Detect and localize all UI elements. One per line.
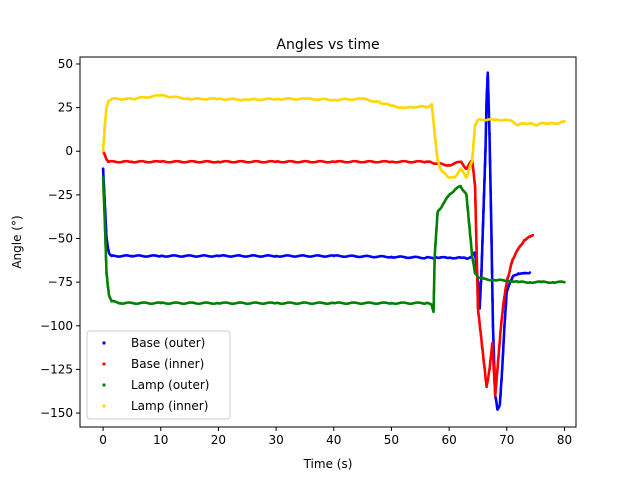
chart-title: Angles vs time <box>276 37 379 53</box>
series-lamp-outer <box>101 176 566 314</box>
x-tick-label: 10 <box>153 433 168 447</box>
legend-box <box>86 330 231 420</box>
x-tick-label: 50 <box>384 433 399 447</box>
x-axis-label: Time (s) <box>303 457 353 471</box>
y-tick-label: −75 <box>48 275 73 289</box>
legend: Base (outer) Base (inner) Lamp (outer) Lamp… <box>86 330 231 420</box>
x-tick-label: 80 <box>557 433 572 447</box>
y-tick-label: 0 <box>65 144 73 158</box>
legend-label: Lamp (inner) <box>131 399 208 413</box>
plot-area <box>79 56 577 428</box>
y-tick-label: 50 <box>58 57 73 71</box>
data-point <box>528 271 532 274</box>
x-tick-label: 60 <box>441 433 456 447</box>
x-tick-label: 30 <box>268 433 283 447</box>
y-tick-label: 25 <box>58 101 73 115</box>
legend-marker <box>102 362 106 366</box>
data-point <box>563 280 566 284</box>
x-tick-label: 0 <box>99 433 107 447</box>
legend-marker <box>102 341 106 345</box>
x-tick-label: 20 <box>211 433 226 447</box>
y-tick-label: −50 <box>48 232 73 246</box>
y-tick-label: −25 <box>48 188 73 202</box>
y-tick-label: −150 <box>40 406 73 420</box>
legend-marker <box>102 404 106 408</box>
series-layer <box>101 71 566 411</box>
legend-label: Base (outer) <box>131 336 205 350</box>
x-tick-label: 70 <box>499 433 514 447</box>
y-tick-label: −100 <box>40 319 73 333</box>
axes-frame <box>79 56 577 428</box>
x-axis: 0 10 20 30 40 50 60 70 80 <box>99 427 572 447</box>
legend-label: Base (inner) <box>131 357 204 371</box>
data-point <box>531 233 535 237</box>
legend-marker <box>102 383 106 387</box>
legend-label: Lamp (outer) <box>131 378 210 392</box>
x-tick-label: 40 <box>326 433 341 447</box>
data-point <box>563 120 566 123</box>
y-tick-label: −125 <box>40 362 73 376</box>
series-lamp-inner <box>101 93 566 180</box>
y-axis-label: Angle (°) <box>10 215 24 268</box>
series-base-inner <box>101 149 535 397</box>
y-axis: 50 25 0 −25 −50 −75 −100 −125 −150 <box>40 57 80 420</box>
